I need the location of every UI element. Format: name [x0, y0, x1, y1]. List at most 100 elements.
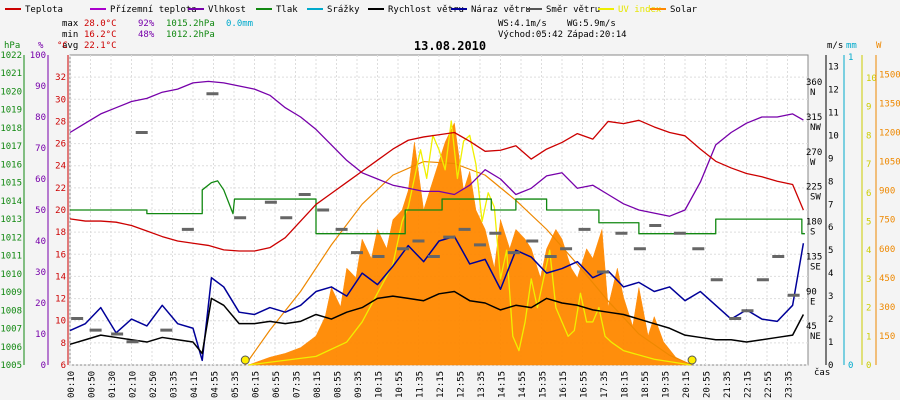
solar-axis-tick-7: 450: [879, 274, 895, 284]
x-tick-14: 09:35: [354, 371, 364, 398]
x-tick-25: 16:55: [580, 371, 590, 398]
humidity-axis-tick-1: 90: [35, 82, 46, 92]
wind-dir-mark-9: [264, 200, 277, 204]
x-tick-21: 14:15: [498, 371, 508, 398]
windspeed-axis-tick-13: 0: [828, 361, 833, 371]
stats-ws: WS:4.1m/s: [498, 19, 547, 29]
x-tick-7: 04:55: [211, 371, 221, 398]
windspeed-axis-tick-0: 13: [828, 62, 839, 72]
x-tick-13: 08:55: [334, 371, 344, 398]
windspeed-axis-tick-1: 12: [828, 85, 839, 95]
wind-dir-mark-31: [649, 224, 662, 227]
stats-max-temp: 28.0°C: [84, 19, 117, 29]
uv-axis-tick-4: 6: [866, 189, 871, 199]
wind-dir-mark-13: [335, 227, 348, 231]
windspeed-axis-tick-4: 9: [828, 154, 833, 164]
wind-dir-mark-12: [317, 208, 330, 212]
temperature-axis-tick-5: 22: [55, 184, 66, 194]
x-tick-11: 07:35: [293, 371, 303, 398]
windspeed-axis-tick-7: 6: [828, 223, 833, 233]
pressure-axis-tick-15: 1007: [0, 325, 22, 335]
legend-label-0: Teplota: [25, 5, 63, 15]
x-tick-30: 20:15: [682, 371, 692, 398]
pressure-axis-tick-1: 1021: [0, 69, 22, 79]
temperature-axis-tick-7: 18: [55, 228, 66, 238]
x-tick-33: 22:15: [744, 371, 754, 398]
x-tick-5: 03:35: [170, 371, 180, 398]
x-tick-0: 00:10: [67, 371, 77, 398]
wind-dir-mark-8: [234, 216, 247, 220]
legend-label-1: Přízemní teplota: [110, 5, 197, 15]
temperature-axis-tick-0: 32: [55, 73, 66, 83]
sun-marker-0: [240, 355, 250, 365]
x-tick-26: 17:35: [600, 371, 610, 398]
x-tick-34: 22:55: [764, 371, 774, 398]
wind-dir-mark-36: [741, 309, 754, 313]
x-tick-16: 10:55: [395, 371, 405, 398]
temperature-axis-tick-1: 30: [55, 95, 66, 105]
humidity-line: [69, 80, 804, 217]
solar-axis-tick-1: 1350: [879, 99, 900, 109]
unit-hpa: hPa: [4, 41, 20, 51]
winddir-axis-dir-3: SW: [810, 193, 821, 203]
wind-dir-mark-32: [673, 231, 686, 235]
humidity-axis-tick-7: 30: [35, 268, 46, 278]
windspeed-axis-tick-9: 4: [828, 269, 833, 279]
x-tick-32: 21:35: [723, 371, 733, 398]
solar-axis-tick-8: 300: [879, 303, 895, 313]
wind-dir-mark-14: [350, 251, 363, 255]
x-tick-18: 12:15: [436, 371, 446, 398]
wind-dir-mark-25: [544, 255, 557, 258]
winddir-axis-dir-4: S: [810, 228, 815, 238]
legend-label-5: Rychlost větru: [388, 5, 464, 15]
stats-max-rain: 0.0mm: [226, 19, 253, 29]
pressure-axis-tick-10: 1012: [0, 233, 22, 243]
winddir-axis-dir-1: NW: [810, 123, 821, 133]
wind-dir-mark-39: [787, 293, 800, 297]
wind-dir-mark-26: [560, 247, 573, 251]
x-tick-1: 00:50: [88, 371, 98, 398]
pressure-axis-tick-12: 1010: [0, 270, 22, 280]
uv-axis-tick-10: 0: [866, 361, 871, 371]
wind-dir-mark-11: [298, 193, 311, 196]
pressure-axis-tick-16: 1006: [0, 343, 22, 353]
uv-axis-tick-2: 8: [866, 131, 871, 141]
temperature-axis-tick-8: 16: [55, 250, 66, 260]
pressure-axis-tick-3: 1019: [0, 106, 22, 116]
x-tick-3: 02:10: [129, 371, 139, 398]
axes: 1022102110201019101810171016101510141013…: [0, 51, 900, 371]
x-tick-23: 15:35: [539, 371, 549, 398]
wind-dir-mark-20: [458, 227, 471, 231]
solar-axis-tick-0: 1500: [879, 70, 900, 80]
series-layer: [69, 80, 805, 366]
wind-dir-mark-0: [71, 317, 84, 320]
temperature-line: [69, 119, 804, 252]
stats-avg-temp: 22.1°C: [84, 41, 117, 51]
wind-dir-mark-34: [710, 278, 723, 282]
windspeed-axis-tick-2: 11: [828, 108, 839, 118]
wind-dir-mark-15: [372, 255, 385, 258]
unit-pct: %: [38, 41, 44, 51]
winddir-axis-deg-5: 135: [806, 252, 822, 262]
winddir-axis-deg-7: 45: [806, 322, 817, 332]
stats-min-hum: 48%: [138, 30, 155, 40]
windspeed-axis-tick-3: 10: [828, 131, 839, 141]
x-tick-8: 05:35: [231, 371, 241, 398]
stats-min-temp: 16.2°C: [84, 30, 117, 40]
wind-dir-mark-23: [507, 251, 520, 255]
wind-speed-line: [69, 290, 805, 355]
winddir-axis-dir-7: NE: [810, 332, 821, 342]
humidity-axis-tick-2: 80: [35, 113, 46, 123]
windspeed-axis-tick-8: 5: [828, 246, 833, 256]
temperature-axis-tick-13: 6: [61, 361, 66, 371]
temperature-axis-tick-2: 28: [55, 117, 66, 127]
solar-axis-tick-5: 750: [879, 216, 895, 226]
winddir-axis-dir-2: W: [810, 158, 816, 168]
wind-dir-mark-21: [473, 243, 486, 247]
wind-dir-mark-27: [578, 227, 591, 231]
solar-axis-tick-4: 900: [879, 187, 895, 197]
temperature-axis-tick-3: 26: [55, 140, 66, 150]
humidity-axis-tick-5: 50: [35, 206, 46, 216]
legend-label-7: Směr větru: [546, 5, 600, 15]
solar-theoretical-line: [244, 160, 693, 366]
